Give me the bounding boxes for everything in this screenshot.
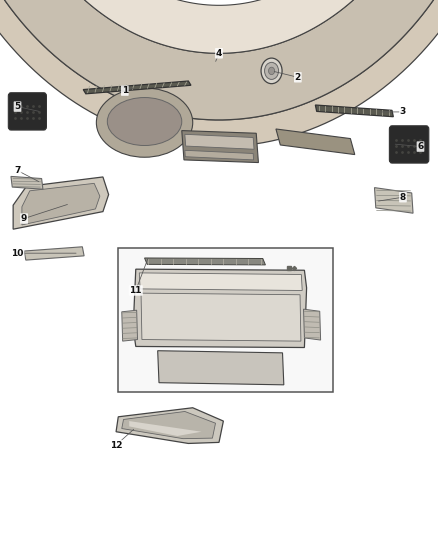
Polygon shape [276,129,355,155]
Text: 2: 2 [295,73,301,82]
Polygon shape [129,421,201,436]
Circle shape [268,67,275,75]
Polygon shape [304,309,321,340]
Polygon shape [0,0,438,147]
Polygon shape [315,105,393,117]
Ellipse shape [107,98,182,146]
Polygon shape [139,273,302,290]
Text: 9: 9 [21,214,27,223]
Text: 8: 8 [400,193,406,201]
Polygon shape [185,134,254,149]
Polygon shape [0,0,438,120]
Polygon shape [185,150,254,160]
Text: 5: 5 [14,102,21,111]
Text: 7: 7 [14,166,21,175]
Text: 12: 12 [110,441,122,449]
Text: 10: 10 [11,249,24,257]
Polygon shape [133,269,307,348]
Bar [118,248,333,392]
Ellipse shape [96,88,193,157]
Circle shape [261,58,282,84]
Text: 1: 1 [122,86,128,95]
Polygon shape [116,408,223,443]
Text: 6: 6 [417,142,424,151]
Circle shape [265,62,279,79]
Polygon shape [374,188,413,213]
Text: 3: 3 [400,108,406,116]
Polygon shape [158,351,284,385]
Polygon shape [83,81,191,94]
Polygon shape [145,258,265,265]
Polygon shape [122,310,138,341]
Polygon shape [122,411,215,439]
Polygon shape [182,131,258,163]
Polygon shape [5,0,433,53]
FancyBboxPatch shape [389,126,429,163]
Text: 4: 4 [216,49,222,58]
Polygon shape [11,176,43,189]
Polygon shape [141,293,301,341]
Polygon shape [22,183,100,225]
Text: 11: 11 [130,286,142,295]
Polygon shape [24,247,84,260]
FancyBboxPatch shape [8,93,46,130]
Polygon shape [13,177,109,229]
